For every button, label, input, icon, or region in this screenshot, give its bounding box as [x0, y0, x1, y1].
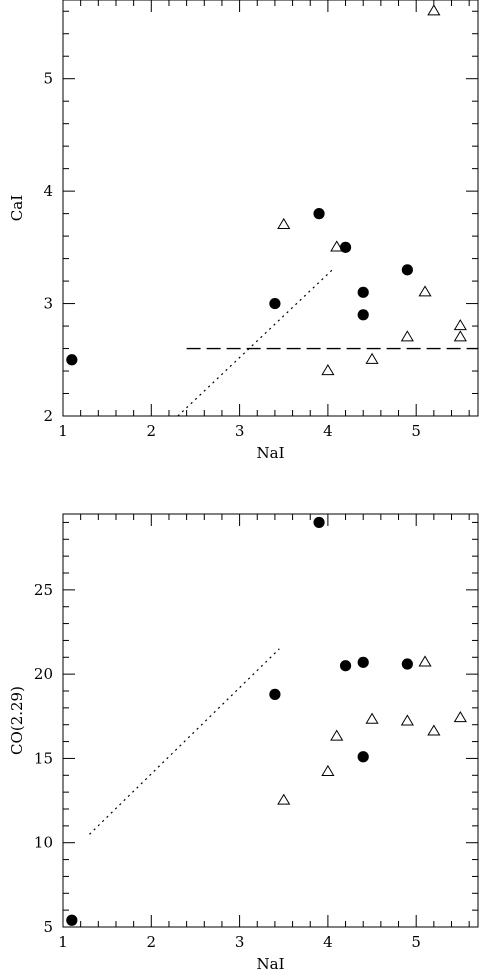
open-triangle-point	[330, 240, 344, 252]
y-tick-label: 4	[43, 182, 53, 200]
y-tick-label: 5	[43, 70, 53, 88]
plot-frame	[62, 513, 479, 928]
x-tick-label: 5	[411, 422, 421, 440]
open-triangle-point	[365, 712, 379, 724]
open-triangle-point	[453, 710, 467, 723]
open-triangle-point	[418, 655, 432, 667]
panel-co-vs-nai: 1 2 3 4 5 5 10 15 20 25 NaI CO(2.29)	[8, 513, 479, 973]
open-triangle-point	[321, 764, 335, 777]
y-tick-label: 3	[43, 295, 53, 313]
filled-circle-point	[357, 286, 369, 298]
open-triangle-point	[453, 330, 467, 342]
filled-circle-point	[313, 208, 325, 220]
open-triangle-point	[453, 319, 467, 331]
y-tick-label: 5	[43, 918, 53, 936]
y-tick-label: 2	[43, 407, 53, 425]
plot-frame	[62, 0, 479, 417]
filled-circle-point	[313, 516, 325, 529]
open-triangle-point	[400, 330, 414, 342]
filled-circle-point	[269, 688, 281, 700]
filled-circle-point	[357, 656, 369, 668]
filled-circle-point	[339, 660, 352, 672]
open-triangle-point	[277, 793, 291, 805]
open-triangle-point	[427, 724, 441, 736]
filled-circle-point	[357, 309, 369, 321]
open-triangle-point	[400, 714, 414, 726]
open-triangle-point	[321, 364, 335, 376]
x-tick-label: 3	[235, 933, 245, 951]
x-tick-label: 1	[58, 422, 68, 440]
filled-circle-point	[401, 264, 413, 276]
open-triangle-point	[365, 352, 379, 364]
filled-circle-point	[269, 297, 281, 310]
x-axis-title: NaI	[257, 955, 285, 973]
x-tick-label: 1	[58, 933, 68, 951]
open-triangle-point	[330, 729, 344, 741]
x-tick-label: 5	[411, 933, 421, 951]
dotted-reference-line	[89, 648, 280, 835]
x-tick-label: 2	[147, 933, 157, 951]
filled-circle-point	[66, 914, 78, 926]
x-tick-label: 4	[323, 933, 333, 951]
y-axis-title: CO(2.29)	[8, 686, 26, 755]
y-tick-label: 15	[34, 749, 53, 767]
filled-circle-point	[66, 354, 78, 366]
open-triangle-point	[427, 4, 441, 16]
y-axis-title: CaI	[8, 195, 26, 221]
dotted-reference-line	[177, 269, 333, 417]
y-tick-label: 10	[34, 834, 53, 852]
filled-circle-point	[401, 658, 413, 670]
filled-circle-point	[357, 751, 369, 763]
x-axis-title: NaI	[257, 444, 285, 462]
x-tick-label: 4	[323, 422, 333, 440]
filled-circle-point	[339, 241, 352, 253]
y-tick-label: 25	[34, 581, 53, 599]
y-tick-label: 20	[34, 665, 53, 683]
open-triangle-point	[277, 217, 291, 229]
open-triangle-point	[418, 285, 432, 297]
x-tick-label: 3	[235, 422, 245, 440]
x-tick-label: 2	[147, 422, 157, 440]
